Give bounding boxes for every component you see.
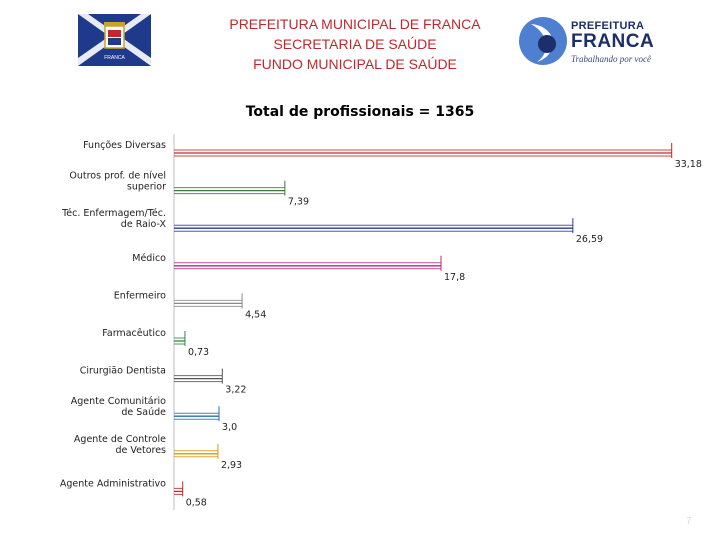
bar-group: Médico 17,8 xyxy=(132,253,465,283)
category-label: Funções Diversas xyxy=(83,140,166,151)
value-label: 0,58 xyxy=(186,497,207,508)
category-label: Cirurgião Dentista xyxy=(80,366,166,377)
category-label: Agente de Controle de Vetores xyxy=(74,434,166,456)
category-label: Agente Administrativo xyxy=(60,478,166,489)
category-label: Farmacêutico xyxy=(102,328,166,339)
category-label: Agente Comunitário de Saúde xyxy=(71,396,166,418)
page-number: 7 xyxy=(686,516,692,527)
category-label: Enfermeiro xyxy=(114,290,166,301)
header-line-3: FUNDO MUNICIPAL DE SAÚDE xyxy=(253,56,457,72)
category-label: Outros prof. de nível superior xyxy=(69,171,166,193)
crest-emblem: FRANCA xyxy=(78,14,151,66)
value-label: 17,8 xyxy=(444,272,465,283)
crest-label: FRANCA xyxy=(104,55,125,61)
prefeitura-franca-logo: PREFEITURA FRANCA Trabalhando por você xyxy=(517,14,657,68)
header-line-1: PREFEITURA MUNICIPAL DE FRANCA xyxy=(229,16,481,32)
value-label: 3,22 xyxy=(225,385,246,396)
bar-group: Agente Comunitário de Saúde 3,0 xyxy=(71,396,237,433)
logo-slogan: Trabalhando por você xyxy=(571,54,651,64)
value-label: 26,59 xyxy=(576,234,603,245)
logo-swirl-icon xyxy=(519,17,567,65)
logo-top-text: PREFEITURA xyxy=(571,20,645,32)
bar-group: Cirurgião Dentista 3,22 xyxy=(80,366,247,396)
bar-group: Funções Diversas 33,18 xyxy=(83,140,702,170)
chart-title: Total de profissionais = 1365 xyxy=(245,104,475,120)
value-label: 33,18 xyxy=(675,159,702,170)
bar-group: Enfermeiro 4,54 xyxy=(114,290,266,320)
header-text: PREFEITURA MUNICIPAL DE FRANCA SECRETARI… xyxy=(200,14,510,74)
bar-group: Outros prof. de nível superior 7,39 xyxy=(69,171,309,208)
bar-group: Agente de Controle de Vetores 2,93 xyxy=(74,434,242,471)
header-line-2: SECRETARIA DE SAÚDE xyxy=(273,36,437,52)
bar-group: Téc. Enfermagem/Téc. de Raio-X 26,59 xyxy=(61,208,603,245)
value-label: 2,93 xyxy=(221,460,242,471)
value-label: 7,39 xyxy=(288,197,309,208)
category-label: Téc. Enfermagem/Téc. de Raio-X xyxy=(61,208,166,230)
bar-group: Farmacêutico 0,73 xyxy=(102,328,209,358)
value-label: 3,0 xyxy=(222,422,237,433)
value-label: 0,73 xyxy=(188,347,209,358)
category-label: Médico xyxy=(132,253,166,264)
bar-group: Agente Administrativo 0,58 xyxy=(60,478,207,508)
value-label: 4,54 xyxy=(245,309,266,320)
logo-main-text: FRANCA xyxy=(571,31,655,52)
